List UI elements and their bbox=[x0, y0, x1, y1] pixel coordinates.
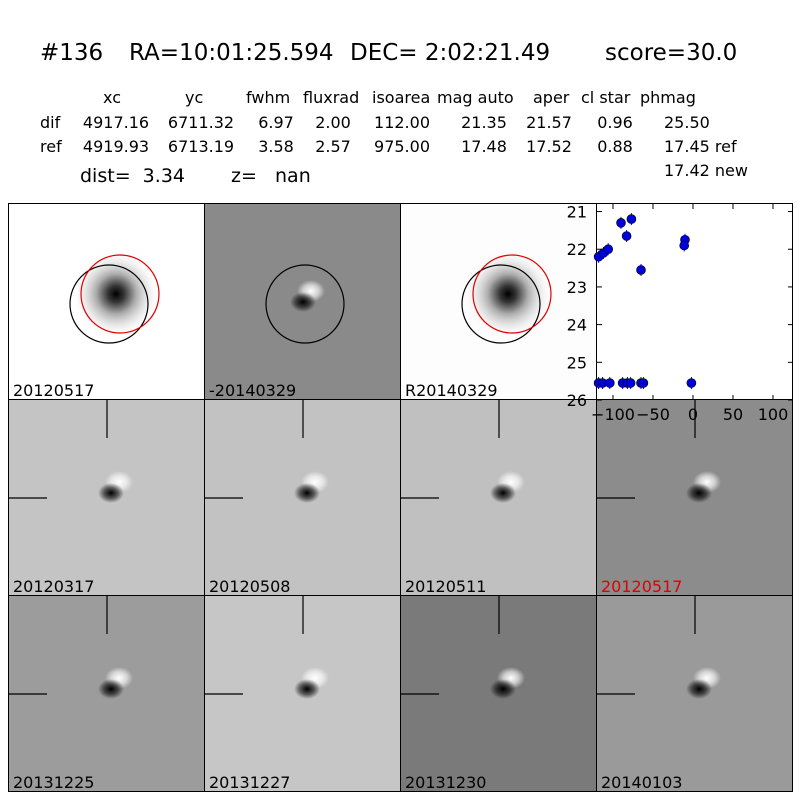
x-tick-label: −100 bbox=[591, 405, 635, 424]
data-point bbox=[638, 378, 649, 388]
table-cell: 0.88 bbox=[597, 137, 633, 156]
table-cell: 2.57 bbox=[315, 137, 351, 156]
cutout-date-label: 20120511 bbox=[405, 577, 487, 596]
data-point bbox=[679, 240, 689, 251]
table-cell: 17.52 bbox=[526, 137, 572, 156]
table-cell: 6713.19 bbox=[167, 137, 235, 156]
cutout-date-label: 20120508 bbox=[209, 577, 291, 596]
negative-residual bbox=[490, 483, 516, 503]
row-label: ref bbox=[40, 137, 62, 156]
data-point bbox=[603, 244, 613, 255]
table-cell: 4917.16 bbox=[82, 113, 150, 132]
cutout-date-label: 20120317 bbox=[13, 577, 95, 596]
y-tick-label: 23 bbox=[567, 278, 587, 297]
data-point bbox=[621, 231, 632, 241]
target-circle bbox=[472, 254, 552, 334]
reference-circle bbox=[461, 264, 541, 344]
negative-residual bbox=[490, 679, 516, 699]
cutout-date-label: 20120517 bbox=[13, 381, 95, 400]
column-header: yc bbox=[185, 88, 204, 107]
phmag-new: 17.42 new bbox=[664, 161, 748, 180]
title-dec: DEC= 2:02:21.49 bbox=[350, 40, 551, 66]
distance-line: dist= 3.34 z= nan bbox=[80, 165, 311, 187]
table-cell: 25.50 bbox=[664, 113, 710, 132]
x-tick-label: −50 bbox=[636, 405, 670, 424]
table-cell: 2.00 bbox=[315, 113, 351, 132]
cutout-date-label: 20131225 bbox=[13, 773, 95, 792]
data-point bbox=[625, 378, 636, 388]
x-tick-label: 0 bbox=[688, 405, 698, 424]
column-header: phmag bbox=[640, 88, 696, 107]
cutout-panel: 20120517 bbox=[596, 399, 793, 596]
column-header: aper bbox=[533, 88, 570, 107]
negative-residual bbox=[686, 679, 712, 699]
column-header: fluxrad bbox=[303, 88, 360, 107]
column-header: cl star bbox=[581, 88, 631, 107]
x-tick-label: 50 bbox=[723, 405, 743, 424]
y-tick-label: 21 bbox=[567, 203, 587, 222]
cutout-date-label: 20131227 bbox=[209, 773, 291, 792]
table-cell: 6.97 bbox=[258, 113, 294, 132]
title-score: score=30.0 bbox=[605, 40, 738, 66]
table-cell: 3.58 bbox=[258, 137, 294, 156]
negative-residual bbox=[98, 679, 124, 699]
cutout-panel: -20140329 bbox=[204, 203, 401, 400]
table-cell: 4919.93 bbox=[82, 137, 150, 156]
table-cell: 112.00 bbox=[374, 113, 430, 132]
column-header: fwhm bbox=[246, 88, 291, 107]
cutout-date-label: 20131230 bbox=[405, 773, 487, 792]
negative-residual bbox=[294, 679, 320, 699]
data-point bbox=[626, 214, 637, 224]
stats-table: xc yc fwhm fluxrad isoarea mag auto aper cl sta… bbox=[0, 0, 800, 200]
cutout-panel: 20120511 bbox=[400, 399, 597, 596]
negative-residual bbox=[290, 292, 316, 312]
table-cell: 6711.32 bbox=[167, 113, 235, 132]
negative-residual bbox=[294, 483, 320, 503]
row-label: dif bbox=[40, 113, 61, 132]
column-header: xc bbox=[103, 88, 121, 107]
cutout-panel: 20120317 bbox=[8, 399, 205, 596]
y-tick-label: 22 bbox=[567, 240, 587, 259]
title-id: #136 bbox=[40, 40, 104, 66]
y-tick-label: 25 bbox=[567, 353, 587, 372]
cutout-date-label: 20140103 bbox=[601, 773, 683, 792]
cutout-panel: 20131225 bbox=[8, 595, 205, 792]
table-cell: 17.48 bbox=[461, 137, 507, 156]
data-point bbox=[636, 265, 646, 275]
negative-residual bbox=[686, 483, 712, 503]
column-header: mag auto bbox=[437, 88, 514, 107]
data-point bbox=[686, 378, 697, 388]
light-curve-chart: 21 22 23 24 25 26 −100 −50 0 50 100 bbox=[567, 203, 793, 424]
cutout-date-label: -20140329 bbox=[209, 381, 297, 400]
cutout-date-label: R20140329 bbox=[405, 381, 498, 400]
distance-value: dist= 3.34 bbox=[80, 165, 185, 187]
redshift-value: z= nan bbox=[231, 165, 311, 187]
source-blob bbox=[464, 250, 552, 338]
title-ra: RA=10:01:25.594 bbox=[129, 40, 334, 66]
reference-circle bbox=[265, 264, 345, 344]
cutout-panel: R20140329 bbox=[400, 203, 597, 400]
cutout-date-label: 20120517 bbox=[601, 577, 683, 596]
table-cell: 21.57 bbox=[526, 113, 572, 132]
reference-circle bbox=[69, 264, 149, 344]
cutout-panel: 20131230 bbox=[400, 595, 597, 792]
source-blob bbox=[72, 250, 160, 338]
table-cell: 17.45 ref bbox=[664, 137, 737, 156]
target-circle bbox=[80, 254, 160, 334]
negative-residual bbox=[98, 483, 124, 503]
y-tick-label: 26 bbox=[567, 391, 587, 410]
cutout-panel: 20131227 bbox=[204, 595, 401, 792]
cutout-grid: 20120517 -20140329 R20140329 20120317 201205… bbox=[8, 203, 794, 792]
y-tick-label: 24 bbox=[567, 316, 587, 335]
cutout-panel: 20120517 bbox=[8, 203, 205, 400]
x-tick-label: 100 bbox=[758, 405, 789, 424]
table-cell: 975.00 bbox=[374, 137, 430, 156]
cutout-panel: 20120508 bbox=[204, 399, 401, 596]
column-header: isoarea bbox=[372, 88, 431, 107]
table-cell: 0.96 bbox=[597, 113, 633, 132]
cutout-panel: 20140103 bbox=[596, 595, 793, 792]
table-cell: 21.35 bbox=[461, 113, 507, 132]
data-point bbox=[605, 378, 615, 388]
data-point bbox=[616, 218, 626, 228]
